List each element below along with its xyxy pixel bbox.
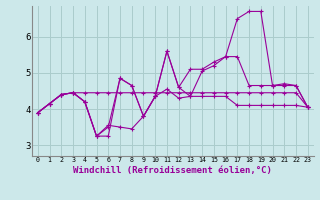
X-axis label: Windchill (Refroidissement éolien,°C): Windchill (Refroidissement éolien,°C) (73, 166, 272, 175)
